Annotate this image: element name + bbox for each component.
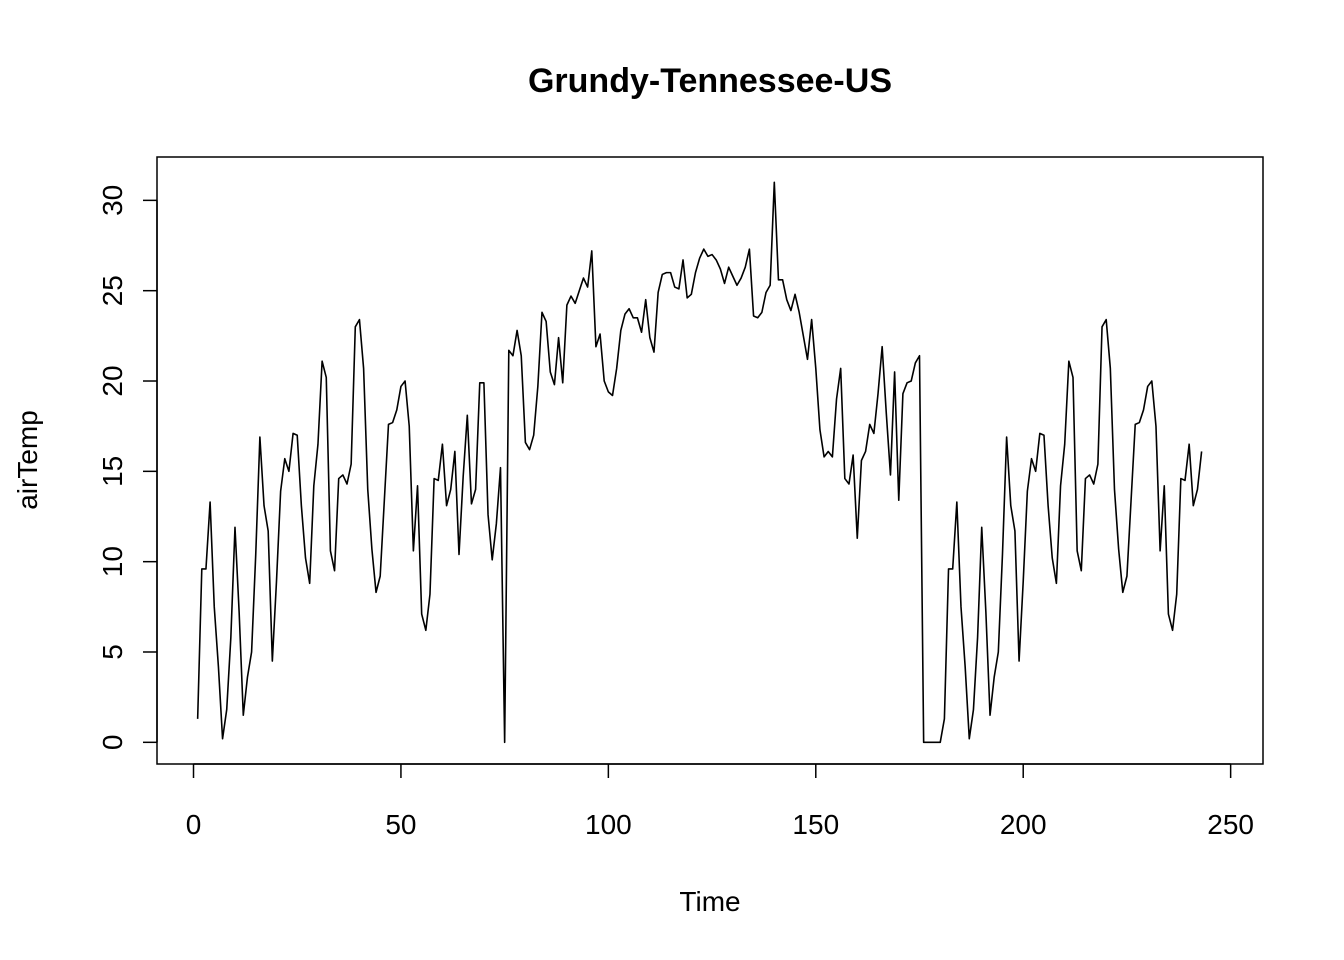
x-tick-label: 100 xyxy=(585,809,632,840)
plot-area-border xyxy=(156,156,1264,765)
y-tick-label: 25 xyxy=(97,275,128,306)
y-tick-label: 15 xyxy=(97,456,128,487)
y-tick-label: 5 xyxy=(97,644,128,660)
y-tick-label: 10 xyxy=(97,546,128,577)
y-tick-label: 30 xyxy=(97,185,128,216)
y-axis: 0 5 10 15 20 25 30 xyxy=(97,185,158,751)
chart-title: Grundy-Tennessee-US xyxy=(528,62,892,100)
series-line xyxy=(196,181,1203,744)
y-axis-label: airTemp xyxy=(12,410,43,510)
y-tick-label: 0 xyxy=(97,735,128,751)
x-tick-label: 0 xyxy=(186,809,202,840)
x-tick-label: 150 xyxy=(792,809,839,840)
series-layer xyxy=(196,181,1203,744)
x-axis: 0 50 100 150 200 250 xyxy=(186,763,1254,840)
x-tick-label: 200 xyxy=(1000,809,1047,840)
x-axis-label: Time xyxy=(679,886,740,917)
x-tick-label: 50 xyxy=(385,809,416,840)
x-tick-label: 250 xyxy=(1207,809,1254,840)
y-tick-label: 20 xyxy=(97,365,128,396)
